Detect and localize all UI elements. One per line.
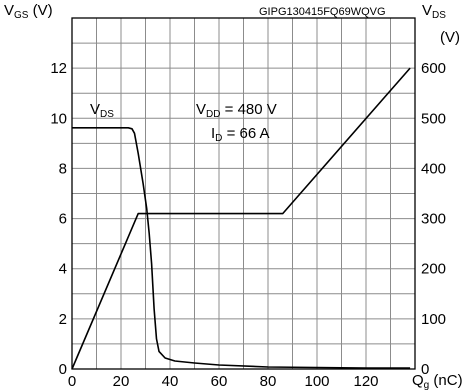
x-tick-label: 120 bbox=[353, 373, 378, 390]
y-left-tick-label: 2 bbox=[59, 311, 67, 328]
chart-code: GIPG130415FQ69WQVG bbox=[259, 6, 386, 18]
y-right-tick-label: 100 bbox=[421, 311, 446, 328]
x-tick-label: 20 bbox=[113, 373, 130, 390]
y-right-tick-label: 200 bbox=[421, 261, 446, 278]
grid-lines bbox=[72, 18, 415, 369]
y-left-tick-label: 12 bbox=[50, 60, 67, 77]
series-layer bbox=[71, 67, 411, 370]
x-tick-label: 40 bbox=[162, 373, 179, 390]
vds-curve bbox=[72, 127, 411, 369]
vgs-curve bbox=[71, 67, 411, 370]
y-right-tick-label: 300 bbox=[421, 211, 446, 228]
y-left-tick-label: 10 bbox=[50, 110, 67, 127]
x-tick-label: 0 bbox=[68, 373, 76, 390]
y-left-tick-label: 6 bbox=[59, 211, 67, 228]
y-right-axis-label: VDS bbox=[422, 2, 446, 21]
y-left-tick-label: 8 bbox=[59, 160, 67, 177]
y-left-tick-label: 0 bbox=[59, 361, 67, 378]
y-right-axis-unit: (V) bbox=[440, 29, 460, 46]
annotation-id: ID = 66 A bbox=[211, 125, 270, 144]
y-left-axis-ticks: 0 2 4 6 8 10 12 bbox=[50, 60, 67, 378]
y-right-axis-ticks: 0 100 200 300 400 500 600 bbox=[421, 60, 446, 378]
annotation-vdd: VDD = 480 V bbox=[196, 101, 277, 120]
y-right-tick-label: 500 bbox=[421, 110, 446, 127]
y-right-tick-label: 400 bbox=[421, 160, 446, 177]
x-tick-label: 80 bbox=[260, 373, 277, 390]
plot-frame bbox=[71, 17, 416, 370]
y-right-tick-label: 600 bbox=[421, 60, 446, 77]
series-label-vds: VDS bbox=[90, 101, 114, 120]
x-axis-label: Qg (nC) bbox=[412, 372, 463, 391]
x-tick-label: 100 bbox=[304, 373, 329, 390]
x-axis-ticks: 0 20 40 60 80 100 120 bbox=[68, 373, 379, 390]
x-tick-label: 60 bbox=[211, 373, 228, 390]
y-left-axis-label: VGS (V) bbox=[4, 2, 53, 21]
y-right-tick-label: 0 bbox=[421, 361, 429, 378]
y-left-tick-label: 4 bbox=[59, 261, 67, 278]
